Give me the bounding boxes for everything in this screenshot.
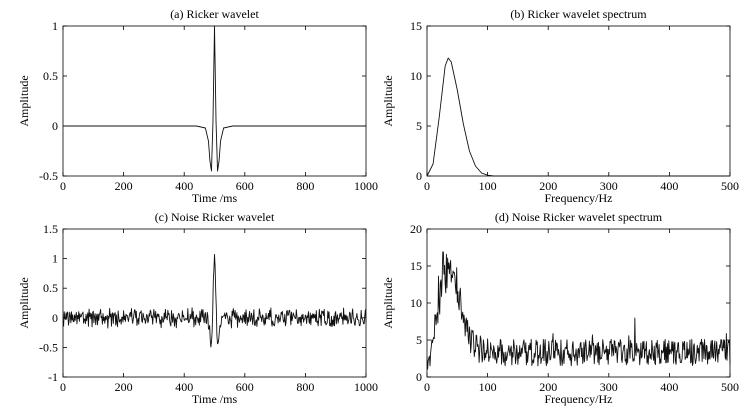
y-axis-label: Amplitude (17, 277, 31, 328)
x-tick-label: 300 (600, 380, 618, 394)
x-tick-label: 200 (539, 179, 557, 193)
y-tick-label: 1 (52, 19, 58, 33)
y-tick-label: 0 (416, 370, 422, 384)
y-tick-label: 0 (416, 169, 422, 183)
y-axis-label: Amplitude (381, 277, 395, 328)
x-axis-label: Frequency/Hz (545, 392, 613, 406)
chart-title: (b) Ricker wavelet spectrum (510, 7, 647, 21)
x-tick-label: 500 (721, 179, 739, 193)
x-tick-label: 600 (236, 179, 254, 193)
x-tick-label: 0 (424, 179, 430, 193)
chart-title: (d) Noise Ricker wavelet spectrum (495, 210, 663, 224)
x-tick-label: 400 (175, 179, 193, 193)
y-tick-label: 15 (410, 19, 422, 33)
panel-a: 0 200 400 600 800 1000-0.500.51(a) Ricker wav… (17, 7, 378, 205)
x-tick-label: 300 (600, 179, 618, 193)
y-tick-label: 0.5 (43, 69, 58, 83)
chart-title: (a) Ricker wavelet (170, 7, 259, 21)
y-axis-label: Amplitude (381, 75, 395, 126)
x-tick-label: 200 (115, 179, 133, 193)
series-line (62, 254, 367, 348)
panel-d: 0 100 200 300 400 500 0 5 10 15 20 (d) Noise Ricker… (381, 210, 739, 406)
series-line (426, 251, 731, 370)
y-tick-label: 0.5 (43, 281, 58, 295)
panel-b: 0 100 200 300 400 500 0 5 10 15 (b) Ricker wavelet… (381, 7, 739, 205)
x-tick-label: 0 (424, 380, 430, 394)
x-tick-label: 400 (660, 380, 678, 394)
x-axis-label: Frequency/Hz (545, 191, 613, 205)
x-tick-label: 400 (175, 380, 193, 394)
x-tick-label: 0 (60, 179, 66, 193)
y-tick-label: -0.5 (39, 169, 58, 183)
x-axis-label: Time /ms (192, 191, 238, 205)
y-tick-label: -0.5 (39, 340, 58, 354)
x-tick-label: 1000 (354, 179, 378, 193)
x-tick-label: 600 (236, 380, 254, 394)
series-line (426, 57, 730, 177)
y-tick-label: 10 (410, 296, 422, 310)
y-tick-label: 0 (52, 119, 58, 133)
plot-frame (62, 228, 367, 378)
x-tick-label: 100 (479, 380, 497, 394)
y-tick-label: 0 (52, 311, 58, 325)
x-tick-label: 200 (539, 380, 557, 394)
x-tick-label: 800 (296, 179, 314, 193)
plot-frame (426, 25, 731, 177)
x-tick-label: 0 (60, 380, 66, 394)
y-tick-label: -1 (48, 370, 58, 384)
y-tick-label: 20 (410, 222, 422, 236)
y-tick-label: 10 (410, 69, 422, 83)
x-tick-label: 1000 (354, 380, 378, 394)
x-tick-label: 800 (296, 380, 314, 394)
x-axis-label: Time /ms (192, 392, 238, 406)
panel-c: 0 200 400 600 800 1000 -1 -0.5 0 0.5 1 1.5 (c) Noise… (17, 210, 378, 406)
y-tick-label: 15 (410, 259, 422, 273)
series-line (63, 25, 366, 172)
y-tick-label: 1 (52, 252, 58, 266)
x-tick-label: 100 (479, 179, 497, 193)
y-tick-label: 5 (416, 333, 422, 347)
y-axis-label: Amplitude (17, 75, 31, 126)
y-tick-label: 1.5 (43, 222, 58, 236)
x-tick-label: 500 (721, 380, 739, 394)
x-tick-label: 200 (115, 380, 133, 394)
y-tick-label: 5 (416, 119, 422, 133)
x-tick-label: 400 (660, 179, 678, 193)
chart-title: (c) Noise Ricker wavelet (155, 210, 275, 224)
